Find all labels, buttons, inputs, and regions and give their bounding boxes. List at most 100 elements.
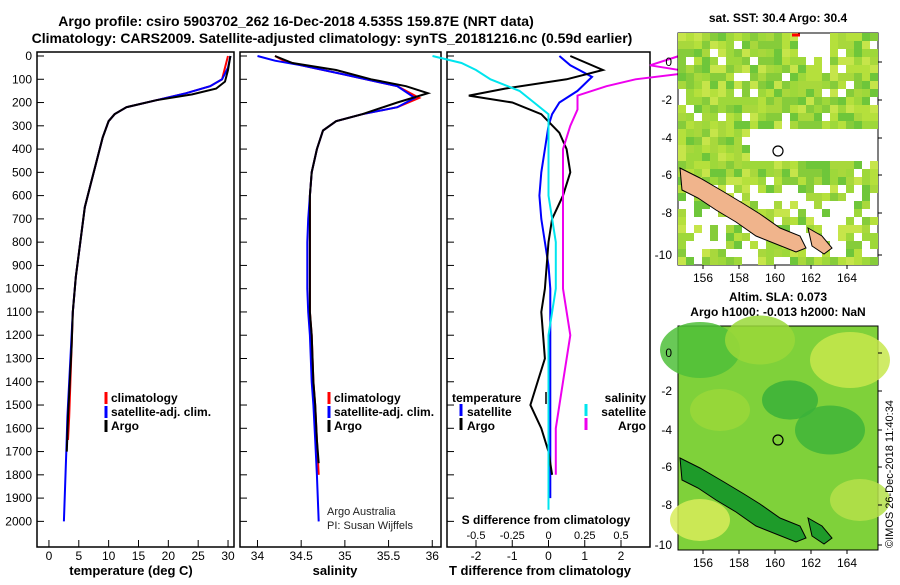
map-y-tick-label: 0 [665,55,672,69]
sst-tile [862,81,870,89]
sst-tile [742,65,750,73]
sst-tile [870,33,878,41]
sla-map-title2: Argo h1000: -0.013 h2000: NaN [690,305,865,319]
sst-tile [870,217,878,225]
sst-tile [726,49,734,57]
sst-tile [854,177,862,185]
sst-tile [822,177,830,185]
sst-tile [734,145,742,153]
sst-tile [678,57,686,65]
sst-tile [718,105,726,113]
sla-blob [725,315,795,365]
sst-tile [742,97,750,105]
sst-tile [838,225,846,233]
sst-tile [806,161,814,169]
sst-tile [806,89,814,97]
sst-tile [822,169,830,177]
map-y-tick-label: -2 [661,93,672,107]
sst-tile [838,105,846,113]
sst-tile [718,65,726,73]
sst-tile [814,65,822,73]
sst-tile [702,41,710,49]
x-tick-label: 36 [426,549,440,563]
sst-tile [838,169,846,177]
sst-tile [766,81,774,89]
sst-tile [846,41,854,49]
sst-tile [790,113,798,121]
sst-tile [710,57,718,65]
sst-tile [854,97,862,105]
sst-tile [862,41,870,49]
sst-tile [854,73,862,81]
sst-map [677,32,879,266]
s-diff-tick-label: 0 [545,530,551,542]
sst-tile [862,105,870,113]
sst-tile [702,97,710,105]
sst-tile [846,225,854,233]
depth-tick-label: 1400 [5,375,32,389]
sst-tile [862,225,870,233]
sst-tile [822,105,830,113]
sst-tile [718,257,726,265]
sst-tile [822,81,830,89]
sst-tile [790,65,798,73]
sst-tile [726,97,734,105]
x-tick-label: 35.5 [377,549,401,563]
sst-tile [710,129,718,137]
sst-tile [798,57,806,65]
sst-map-island [807,227,833,255]
sst-tile [750,81,758,89]
sst-tile [686,145,694,153]
sst-tile [790,97,798,105]
sst-tile [718,177,726,185]
map-y-tick-label: -6 [661,460,672,474]
sst-tile [758,185,766,193]
sla-map-field [660,315,890,541]
sst-tile [830,169,838,177]
sla-map [660,315,890,551]
sst-tile [678,225,686,233]
sst-tile [718,89,726,97]
sst-tile [710,161,718,169]
sst-tile [710,249,718,257]
sst-tile [846,65,854,73]
map-x-tick-label: 158 [729,556,749,570]
sst-tile [694,225,702,233]
sst-tile [758,177,766,185]
sst-map-title: sat. SST: 30.4 Argo: 30.4 [709,11,848,25]
sst-tile [686,41,694,49]
sst-tile [742,233,750,241]
sst-tile [774,169,782,177]
sst-tile [678,233,686,241]
series-line [274,55,432,464]
sst-tile [806,97,814,105]
sst-tile [870,177,878,185]
sla-map-landmass [679,457,807,543]
sst-tile [798,177,806,185]
depth-tick-label: 1300 [5,351,32,365]
sst-tile [750,161,758,169]
sst-tile [686,33,694,41]
map-y-tick-label: -4 [661,423,672,437]
sst-tile [854,241,862,249]
sst-tile [782,217,790,225]
sst-tile [774,105,782,113]
sst-tile [726,121,734,129]
sst-tile [854,209,862,217]
sst-tile [814,161,822,169]
sst-tile [798,161,806,169]
sst-tile [742,153,750,161]
sst-tile [814,225,822,233]
sst-tile [686,97,694,105]
sst-tile [830,89,838,97]
sst-tile [742,89,750,97]
sst-tile [822,209,830,217]
depth-tick-label: 800 [12,235,32,249]
legend-label-sal-argo: Argo [618,419,646,433]
sst-tile [862,169,870,177]
sst-tile [726,233,734,241]
sst-tile [742,57,750,65]
x-tick-label: 35 [338,549,352,563]
header-line1: Argo profile: csiro 5903702_262 16-Dec-2… [58,13,533,29]
sst-tile [790,49,798,57]
